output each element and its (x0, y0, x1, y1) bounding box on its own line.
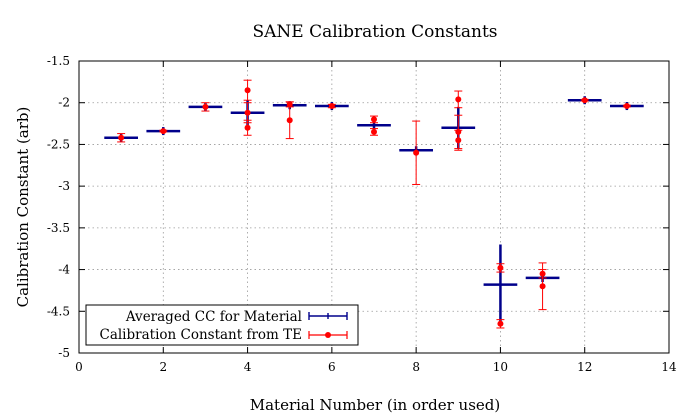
te-marker (413, 149, 420, 156)
te-marker (118, 134, 125, 141)
axis-ticks: 0 2 4 6 8 10 12 14 -5 -4.5 -4 -3.5 -3 -2.5 -2 -1.5 (47, 54, 677, 374)
te-calibration-point (496, 319, 505, 329)
legend-box (85, 304, 359, 346)
te-calibration-point (285, 101, 294, 140)
te-calibration-point (243, 79, 252, 101)
x-tick-label: 12 (577, 360, 592, 374)
x-tick-label: 6 (328, 360, 336, 374)
y-tick-label: -3 (58, 179, 70, 193)
te-marker (244, 87, 251, 94)
chart-title: SANE Calibration Constants (252, 22, 497, 42)
te-calibration-point (117, 133, 126, 143)
te-calibration-point (580, 97, 589, 104)
y-tick-label: -4 (58, 263, 70, 277)
te-calibration-point (496, 263, 505, 273)
te-marker (202, 103, 209, 110)
te-calibration-point (622, 103, 631, 110)
te-marker (539, 270, 546, 277)
te-calibration-point (159, 128, 168, 135)
x-tick-label: 0 (75, 360, 83, 374)
data-layer (104, 79, 644, 329)
te-calibration-point (370, 128, 378, 136)
legend-marker-averaged (308, 312, 348, 320)
te-marker (539, 283, 546, 290)
te-calibration-point (243, 119, 252, 136)
y-tick-label: -3.5 (47, 221, 70, 235)
y-tick-label: -2.5 (47, 137, 70, 151)
te-marker (244, 109, 251, 116)
x-tick-label: 8 (412, 360, 420, 374)
te-calibration-point (538, 269, 547, 279)
te-marker (581, 97, 588, 104)
legend-label-averaged: Averaged CC for Material (125, 309, 302, 325)
averaged-cc-point (483, 244, 518, 325)
x-tick-label: 10 (493, 360, 508, 374)
te-marker (497, 320, 504, 327)
te-calibration-point (327, 103, 336, 110)
y-tick-label: -5 (58, 346, 70, 360)
legend-label-te: Calibration Constant from TE (99, 327, 302, 343)
te-marker (455, 137, 462, 144)
y-tick-label: -4.5 (47, 304, 70, 318)
te-calibration-point (201, 102, 210, 112)
te-marker (623, 103, 630, 110)
te-marker (160, 128, 167, 135)
plot-frame (78, 60, 670, 354)
x-tick-label: 4 (244, 360, 252, 374)
te-marker (371, 128, 377, 135)
x-axis-label: Material Number (in order used) (250, 396, 501, 414)
te-calibration-point (454, 90, 463, 109)
x-tick-label: 2 (159, 360, 167, 374)
te-calibration-point (243, 102, 252, 124)
grid (79, 61, 669, 353)
te-marker (497, 264, 504, 271)
te-marker (371, 116, 377, 123)
te-marker (455, 96, 462, 103)
te-marker (244, 124, 251, 131)
te-calibration-point (454, 129, 463, 151)
te-calibration-point (412, 120, 421, 185)
x-tick-label: 14 (661, 360, 677, 374)
te-marker (286, 117, 293, 124)
te-marker (328, 103, 335, 110)
y-tick-label: -1.5 (47, 54, 70, 68)
y-tick-label: -2 (58, 96, 70, 110)
legend: Averaged CC for Material Calibration Con… (85, 304, 359, 346)
y-axis-label: Calibration Constant (arb) (14, 107, 32, 308)
legend-marker-te (308, 331, 348, 339)
te-calibration-point (370, 115, 378, 124)
